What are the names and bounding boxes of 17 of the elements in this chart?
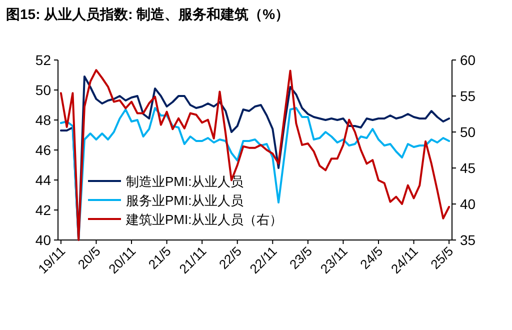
y2-tick-label: 60 (460, 52, 476, 68)
y-tick-label: 50 (35, 82, 52, 98)
legend-label: 制造业PMI:从业人员 (126, 174, 244, 189)
y2-tick-label: 45 (460, 160, 476, 176)
y2-tick-label: 50 (460, 124, 476, 140)
y2-tick-label: 35 (460, 232, 476, 248)
chart-title: 图15: 从业人员指数: 制造、服务和建筑（%） (6, 6, 290, 22)
legend-label: 建筑业PMI:从业人员（右） (125, 212, 283, 227)
y-tick-label: 48 (35, 112, 52, 128)
y-tick-label: 46 (35, 142, 52, 158)
y-tick-label: 42 (35, 202, 52, 218)
y2-tick-label: 55 (460, 88, 476, 104)
y2-tick-label: 40 (460, 196, 476, 212)
legend-label: 服务业PMI:从业人员 (126, 193, 244, 208)
y-tick-label: 52 (35, 52, 52, 68)
y-tick-label: 44 (35, 172, 52, 188)
y-tick-label: 40 (35, 232, 52, 248)
